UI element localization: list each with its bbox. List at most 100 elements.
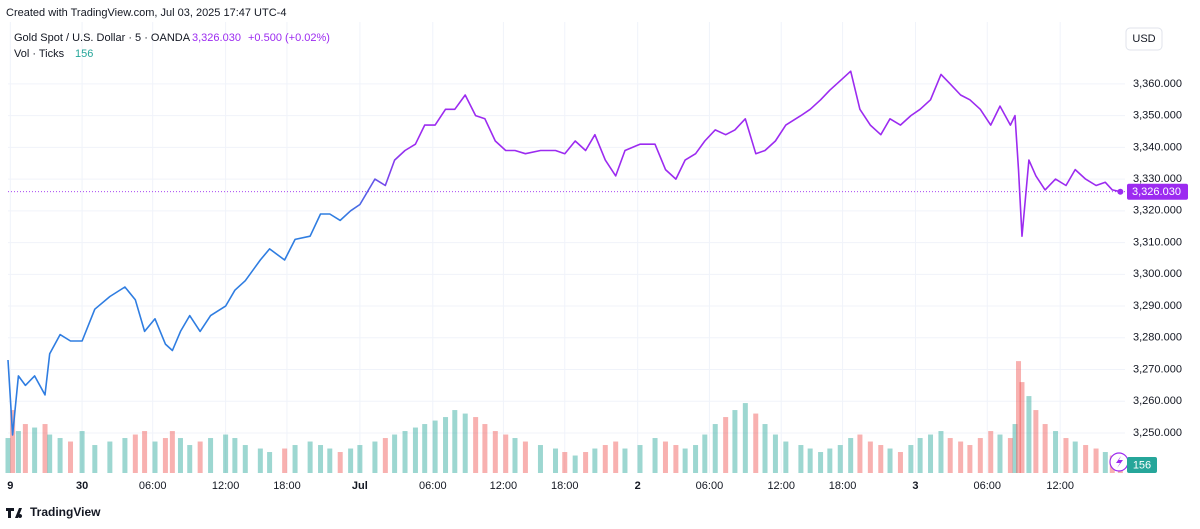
last-price-badge [1127, 183, 1188, 200]
volume-bar [1083, 445, 1089, 473]
y-tick-label: 3,280.000 [1133, 332, 1182, 344]
volume-bar [132, 434, 138, 473]
volume-bar [1093, 448, 1099, 473]
volume-bar [15, 431, 21, 473]
volume-bar [32, 427, 38, 473]
volume-bar [392, 434, 398, 473]
volume-bar [1016, 361, 1022, 473]
volume-bar [772, 434, 778, 473]
y-tick-label: 3,350.000 [1133, 110, 1182, 122]
x-tick-label: 12:00 [767, 480, 795, 492]
y-tick-label: 3,270.000 [1133, 363, 1182, 375]
volume-bar [723, 417, 729, 473]
legend-volume: Vol · Ticks [14, 48, 65, 60]
volume-bar [57, 438, 63, 473]
volume-bar [327, 448, 333, 473]
volume-bar [997, 434, 1003, 473]
volume-bar [42, 424, 48, 473]
alert-bolt [1116, 456, 1123, 468]
volume-bar [1007, 438, 1013, 473]
last-point [1117, 188, 1124, 195]
volume-bar [947, 438, 953, 473]
x-tick-label: 30 [76, 480, 88, 492]
volume-bar [553, 448, 559, 473]
price-line [7, 70, 1121, 436]
volume-bar [122, 438, 128, 473]
volume-bar [47, 434, 53, 473]
x-tick-label: 06:00 [973, 480, 1001, 492]
x-tick-label: 18:00 [551, 480, 579, 492]
volume-bar [142, 431, 148, 473]
volume-bar [662, 441, 668, 473]
volume-bar [443, 417, 449, 473]
volume-bar [693, 445, 699, 473]
volume-bar [622, 448, 628, 473]
volume-bar [187, 445, 193, 473]
x-tick-label: 18:00 [273, 480, 301, 492]
volume-bar [1072, 441, 1078, 473]
volume-bar [613, 441, 619, 473]
volume-bar [592, 448, 598, 473]
volume-bar [492, 431, 498, 473]
volume-bar [10, 410, 16, 473]
volume-bar [169, 431, 175, 473]
volume-bar [208, 438, 214, 473]
y-tick-label: 3,250.000 [1133, 427, 1182, 439]
volume-bar [818, 452, 824, 473]
header: Created with TradingView.com, Jul 03, 20… [6, 7, 286, 19]
volume-bar [1019, 382, 1025, 473]
volume-bar [5, 438, 11, 473]
volume-bar [967, 445, 973, 473]
volume-bar [177, 438, 183, 473]
volume-bar [372, 441, 378, 473]
last-price-label: 3,326.030 [1132, 186, 1181, 198]
volume-bar [762, 424, 768, 473]
volume-bar [1063, 438, 1069, 473]
volume-bar [402, 431, 408, 473]
volume-bar [197, 441, 203, 473]
currency[interactable]: USD [1132, 33, 1155, 45]
volume-bar [357, 445, 363, 473]
volume-bar [1042, 424, 1048, 473]
y-tick-label: 3,320.000 [1133, 205, 1182, 217]
y-tick-label: 3,290.000 [1133, 300, 1182, 312]
volume-bar [798, 445, 804, 473]
volume-bar [257, 448, 263, 473]
volume-bar [702, 434, 708, 473]
volume-bar [503, 434, 509, 473]
volume-badge [1127, 457, 1157, 473]
volume-bar [977, 438, 983, 473]
volume-bar [452, 410, 458, 473]
volume-bar [807, 448, 813, 473]
volume-bar [482, 424, 488, 473]
volume-bar [512, 438, 518, 473]
volume-bar [673, 445, 679, 473]
volume-bar [267, 452, 273, 473]
legend-volume-value: 156 [75, 48, 93, 60]
y-tick-label: 3,260.000 [1133, 395, 1182, 407]
volume-bar [637, 445, 643, 473]
volume-bar [79, 431, 85, 473]
volume-bar [878, 445, 884, 473]
volume-bar [232, 438, 238, 473]
volume-bar [908, 445, 914, 473]
volume-bar [572, 455, 578, 473]
volume-bar [432, 420, 438, 473]
volume-bar [682, 448, 688, 473]
volume-bar [348, 448, 354, 473]
volume-bar [223, 434, 229, 473]
volume-bar [382, 438, 388, 473]
x-tick-label: 3 [912, 480, 918, 492]
volume-bar [562, 452, 568, 473]
volume-bar [412, 427, 418, 473]
currency-box[interactable] [1125, 27, 1163, 51]
volume-bar [462, 413, 468, 473]
brand: TradingView [30, 505, 101, 519]
brand-logo [6, 508, 23, 518]
volume-bar [473, 417, 479, 473]
volume-bar [1026, 396, 1032, 473]
x-tick-label: 12:00 [212, 480, 240, 492]
volume-bar [292, 445, 298, 473]
